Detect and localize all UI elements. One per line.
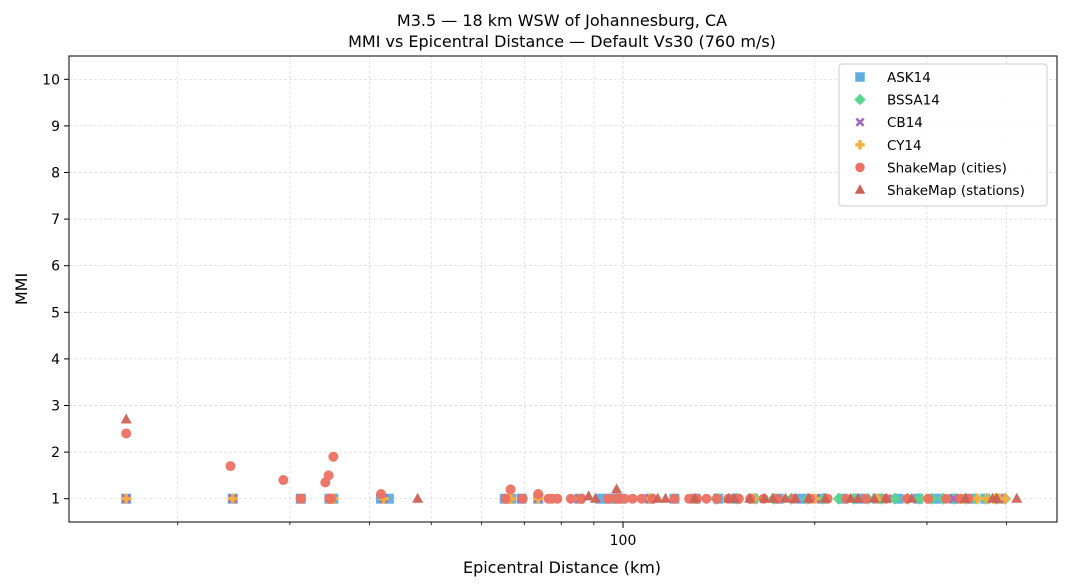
data-point: [295, 493, 306, 504]
data-point: [852, 492, 864, 503]
y-tick-label: 8: [51, 166, 60, 182]
data-point: [636, 493, 647, 504]
data-point: [120, 413, 132, 424]
legend-label: CB14: [887, 115, 923, 131]
data-point: [1000, 493, 1011, 504]
data-point: [689, 492, 701, 503]
data-point: [412, 492, 424, 503]
data-point: [500, 493, 511, 504]
data-point: [376, 489, 387, 500]
data-point: [583, 490, 595, 501]
legend-marker: [855, 72, 865, 82]
data-point: [121, 493, 132, 504]
data-point: [991, 492, 1003, 503]
plot-frame: [68, 55, 1058, 523]
data-point: [517, 493, 528, 504]
legend-marker: [855, 162, 865, 173]
y-tick-label: 7: [51, 212, 60, 228]
data-point: [959, 492, 971, 503]
legend-marker: [854, 184, 866, 194]
data-point: [227, 493, 238, 504]
legend: ASK14 BSSA14 CB14 CY14 ShakeMap (cities) Shak…: [838, 63, 1048, 207]
data-point: [225, 461, 236, 472]
data-point: [759, 492, 771, 503]
data-point: [595, 493, 606, 504]
series-4: [121, 428, 974, 504]
y-axis: 1 2 3 4 5 6 7 8 9 10: [42, 72, 69, 508]
data-point: [701, 493, 712, 504]
data-point: [565, 493, 576, 504]
data-point: [121, 428, 132, 439]
legend-label: ShakeMap (stations): [887, 183, 1025, 199]
legend-box: [838, 63, 1048, 207]
data-point: [819, 492, 831, 503]
legend-marker: [854, 93, 866, 106]
legend-label: ShakeMap (cities): [887, 160, 1007, 176]
chart-title: M3.5 — 18 km WSW of Johannesburg, CA: [397, 11, 727, 30]
data-point: [972, 493, 983, 504]
legend-label: ASK14: [887, 70, 931, 86]
data-point: [669, 493, 680, 504]
data-point: [802, 492, 814, 503]
x-axis-label: Epicentral Distance (km): [463, 558, 661, 577]
data-point: [603, 493, 614, 504]
data-point: [278, 475, 289, 486]
x-tick-label: 100: [610, 533, 637, 549]
series-5: [120, 413, 1023, 503]
legend-marker: [855, 117, 865, 127]
data-point: [728, 492, 740, 503]
y-tick-label: 6: [51, 259, 60, 275]
data-point: [779, 492, 791, 503]
data-point: [660, 492, 672, 503]
chart-subtitle: MMI vs Epicentral Distance — Default Vs3…: [348, 32, 776, 51]
data-point: [611, 483, 623, 494]
legend-label: CY14: [887, 138, 922, 154]
data-point: [627, 493, 638, 504]
data-point: [1011, 492, 1023, 503]
y-tick-label: 5: [51, 305, 60, 321]
y-axis-label: MMI: [12, 273, 31, 305]
y-tick-label: 3: [51, 399, 60, 415]
data-point: [552, 493, 563, 504]
legend-label: BSSA14: [887, 93, 940, 109]
data-point: [906, 492, 918, 503]
data-marks: [120, 413, 1023, 505]
data-point: [576, 493, 587, 504]
legend-marker: [855, 140, 865, 150]
data-point: [767, 492, 779, 503]
y-tick-label: 4: [51, 352, 60, 368]
data-point: [323, 470, 334, 481]
data-point: [789, 492, 801, 503]
data-point: [325, 493, 336, 504]
y-tick-label: 10: [42, 72, 60, 88]
data-point: [941, 493, 952, 504]
y-tick-label: 9: [51, 119, 60, 135]
data-point: [880, 492, 892, 503]
data-point: [860, 493, 871, 504]
data-point: [383, 493, 394, 504]
data-point: [913, 492, 926, 505]
data-point: [845, 492, 857, 503]
data-point: [652, 492, 664, 503]
data-point: [711, 493, 722, 504]
x-axis: 100: [177, 522, 1007, 549]
data-point: [868, 492, 880, 503]
data-point: [619, 493, 630, 504]
data-point: [328, 451, 339, 462]
data-point: [923, 493, 934, 504]
y-tick-label: 1: [51, 492, 60, 508]
data-point: [744, 492, 756, 503]
data-point: [533, 489, 544, 500]
data-point: [832, 492, 845, 505]
y-tick-label: 2: [51, 445, 60, 461]
data-point: [589, 492, 601, 503]
data-point: [796, 493, 807, 504]
data-point: [505, 484, 516, 495]
